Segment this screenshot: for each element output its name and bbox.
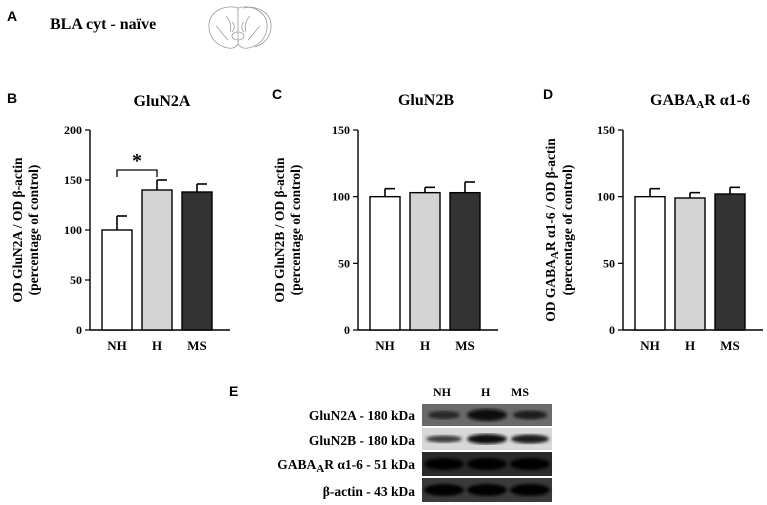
- blot-label-glun2b: GluN2B - 180 kDa: [308, 433, 415, 448]
- x-tick-label-h: H: [685, 338, 695, 353]
- significance-bracket: [116, 169, 158, 177]
- y-tick-label: 200: [64, 123, 82, 137]
- x-tick-label-nh: NH: [107, 338, 127, 353]
- blot-lane-label-h: H: [481, 385, 491, 399]
- brain-section-icon: [208, 6, 272, 49]
- y-axis-label-gabaar: OD GABAAR α1-6 / OD β-actin (percentage …: [543, 138, 575, 322]
- blot-lane-label-ms: MS: [511, 385, 529, 399]
- y-tick-label: 150: [64, 173, 82, 187]
- blot-strip-beta-actin: [422, 478, 552, 502]
- x-tick-label-nh: NH: [375, 338, 395, 353]
- y-tick-label: 50: [338, 256, 350, 270]
- blot-label-glun2a: GluN2A - 180 kDa: [308, 408, 415, 423]
- y-tick-label: 0: [76, 323, 82, 337]
- y-tick-label: 0: [344, 323, 350, 337]
- bar-h: [141, 189, 173, 331]
- blot-label-beta-actin: β-actin - 43 kDa: [322, 484, 415, 499]
- y-tick-label: 50: [603, 256, 615, 270]
- blot-lane-label-nh: NH: [433, 385, 451, 399]
- chart-glun2a: 0 50 100 150 200 NH H MS *: [64, 123, 230, 353]
- y-tick-label: 100: [64, 223, 82, 237]
- y-tick-label: 50: [70, 273, 82, 287]
- panel-letter-c: C: [272, 86, 283, 102]
- panel-letter-d: D: [543, 86, 554, 102]
- chart-gabaar: 0 50 100 150 NH H MS: [597, 123, 763, 353]
- header-title: BLA cyt - naïve: [50, 16, 157, 33]
- y-tick-label: 100: [597, 190, 615, 204]
- significance-star: *: [132, 150, 142, 172]
- y-axis-label-glun2a: OD GluN2A / OD β-actin (percentage of co…: [10, 157, 41, 303]
- bar-ms: [449, 191, 481, 331]
- y-tick-label: 0: [609, 323, 615, 337]
- x-tick-label-h: H: [152, 338, 162, 353]
- y-tick-label: 150: [597, 123, 615, 137]
- x-tick-label-ms: MS: [187, 338, 207, 353]
- blot-strip-gabaar: [422, 452, 552, 476]
- bar-ms: [714, 193, 746, 331]
- chart-glun2b: 0 50 100 150 NH H MS: [332, 123, 498, 353]
- x-tick-label-h: H: [420, 338, 430, 353]
- western-blot-image: [422, 404, 552, 502]
- bar-ms: [181, 191, 213, 331]
- chart-title-gabaar: GABAAR α1-6: [650, 92, 750, 111]
- x-tick-label-ms: MS: [455, 338, 475, 353]
- bar-nh: [101, 229, 133, 331]
- blot-strip-glun2a: [422, 404, 552, 426]
- bar-h: [674, 197, 706, 331]
- bar-nh: [369, 195, 401, 331]
- x-tick-label-ms: MS: [720, 338, 740, 353]
- panel-letter-b: B: [7, 90, 18, 106]
- panel-letter-a: A: [7, 8, 18, 24]
- bar-h: [409, 191, 441, 331]
- y-axis-label-glun2b: OD GluN2B / OD β-actin (percentage of co…: [272, 157, 303, 303]
- blot-label-gabaar: GABAAR α1-6 - 51 kDa: [277, 457, 415, 475]
- panel-letter-e: E: [229, 383, 239, 399]
- chart-title-glun2a: GluN2A: [133, 93, 191, 110]
- chart-title-glun2b: GluN2B: [397, 92, 454, 109]
- y-tick-label: 150: [332, 123, 350, 137]
- x-tick-label-nh: NH: [640, 338, 660, 353]
- y-tick-label: 100: [332, 190, 350, 204]
- bar-nh: [634, 195, 666, 331]
- blot-strip-glun2b: [422, 428, 552, 450]
